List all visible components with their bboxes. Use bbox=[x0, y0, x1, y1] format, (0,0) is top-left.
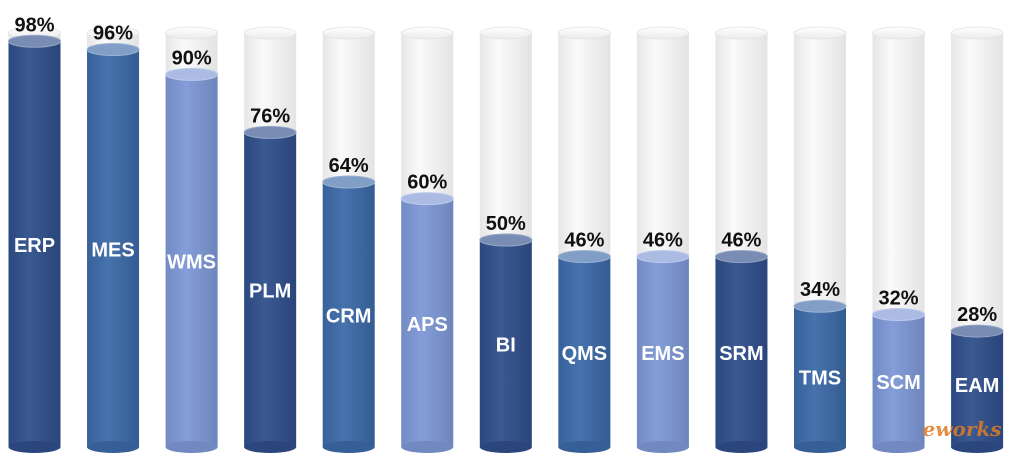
bar-group-crm: 64% CRM bbox=[322, 26, 376, 453]
data-label: 32% bbox=[879, 288, 919, 310]
bar-background-top bbox=[243, 26, 297, 40]
bar bbox=[87, 49, 140, 448]
bar-background-top bbox=[479, 26, 533, 40]
watermark-text: eworks bbox=[923, 417, 1002, 441]
bar bbox=[715, 256, 768, 447]
data-label: 96% bbox=[93, 23, 133, 45]
bar bbox=[401, 198, 454, 447]
bar-bottom bbox=[8, 441, 61, 453]
bar bbox=[951, 331, 1004, 447]
bars-layer: 98% ERP 96% MES 90% WMS 76% PLM 64% CRM 60% APS 50% B… bbox=[8, 14, 1004, 453]
category-label: BI bbox=[496, 335, 516, 357]
bar-top bbox=[165, 67, 219, 81]
bar-bottom bbox=[715, 441, 768, 453]
category-label: QMS bbox=[562, 343, 608, 365]
bar bbox=[479, 240, 532, 447]
bar-top bbox=[636, 250, 690, 264]
bar-top bbox=[322, 175, 376, 189]
data-label: 98% bbox=[14, 14, 54, 36]
data-label: 90% bbox=[172, 47, 212, 69]
category-label: CRM bbox=[326, 306, 372, 328]
bar-group-eam: 28% EAM bbox=[950, 26, 1004, 453]
bar-bottom bbox=[558, 441, 611, 453]
bar bbox=[8, 41, 61, 447]
bar-group-ems: 46% EMS bbox=[636, 26, 690, 453]
bar bbox=[872, 314, 925, 447]
data-label: 76% bbox=[250, 105, 290, 127]
bar-group-scm: 32% SCM bbox=[872, 26, 926, 453]
bar-group-srm: 46% SRM bbox=[714, 26, 768, 453]
bar-bottom bbox=[479, 441, 532, 453]
data-label: 28% bbox=[957, 304, 997, 326]
watermark: eworks bbox=[923, 417, 1002, 441]
category-label: EAM bbox=[955, 375, 999, 397]
category-label: PLM bbox=[249, 281, 291, 303]
bar-group-qms: 46% QMS bbox=[557, 26, 611, 453]
bar-background-top bbox=[322, 26, 376, 40]
category-label: TMS bbox=[799, 368, 841, 390]
bar-bottom bbox=[87, 441, 140, 453]
bar-group-mes: 96% MES bbox=[86, 23, 140, 453]
bar-top bbox=[714, 250, 768, 264]
bar-bottom bbox=[636, 441, 689, 453]
data-label: 34% bbox=[800, 279, 840, 301]
bar-background-top bbox=[86, 26, 140, 40]
bar-group-plm: 76% PLM bbox=[243, 26, 297, 453]
bar-top bbox=[400, 192, 454, 206]
data-label: 50% bbox=[486, 213, 526, 235]
bar bbox=[322, 182, 375, 448]
data-label: 46% bbox=[643, 230, 683, 252]
bar-background-top bbox=[400, 26, 454, 40]
bar-background-top bbox=[715, 26, 768, 40]
bar-group-wms: 90% WMS bbox=[165, 26, 219, 453]
bar-top bbox=[793, 299, 847, 313]
category-label: ERP bbox=[14, 235, 55, 257]
category-label: MES bbox=[91, 239, 134, 261]
category-label: SCM bbox=[876, 372, 920, 394]
bar-background-top bbox=[950, 26, 1004, 40]
bar-top bbox=[243, 125, 297, 139]
bar-group-aps: 60% APS bbox=[400, 26, 454, 453]
bar-background-top bbox=[557, 26, 611, 40]
data-label: 46% bbox=[564, 230, 604, 252]
bar-top bbox=[872, 308, 926, 322]
bar bbox=[558, 256, 611, 447]
category-label: EMS bbox=[641, 343, 684, 365]
bar-top bbox=[479, 233, 533, 247]
bar-background-top bbox=[165, 26, 219, 40]
bar-background-top bbox=[793, 26, 847, 40]
category-label: WMS bbox=[167, 252, 216, 274]
bar-bottom bbox=[244, 441, 297, 453]
category-label: APS bbox=[407, 314, 448, 336]
bar-background-top bbox=[872, 26, 925, 40]
bar-bottom bbox=[322, 441, 375, 453]
data-label: 46% bbox=[721, 230, 761, 252]
bar-group-erp: 98% ERP bbox=[8, 14, 61, 453]
bar bbox=[794, 306, 846, 447]
bar-top bbox=[557, 250, 611, 264]
bar-bottom bbox=[401, 441, 454, 453]
bar-top bbox=[8, 34, 61, 48]
bar-group-bi: 50% BI bbox=[479, 26, 533, 453]
category-label: SRM bbox=[719, 343, 763, 365]
bar-bottom bbox=[794, 441, 846, 453]
bar bbox=[244, 132, 297, 448]
data-label: 60% bbox=[407, 172, 447, 194]
bar bbox=[165, 74, 218, 448]
bar-bottom bbox=[165, 441, 218, 453]
bar-top bbox=[86, 43, 140, 57]
data-label: 64% bbox=[329, 155, 369, 177]
bar-background-top bbox=[636, 26, 690, 40]
bar-bottom bbox=[951, 441, 1004, 453]
bar-top bbox=[950, 324, 1004, 338]
bar bbox=[636, 256, 689, 447]
bar-bottom bbox=[872, 441, 925, 453]
bar-group-tms: 34% TMS bbox=[793, 26, 847, 453]
